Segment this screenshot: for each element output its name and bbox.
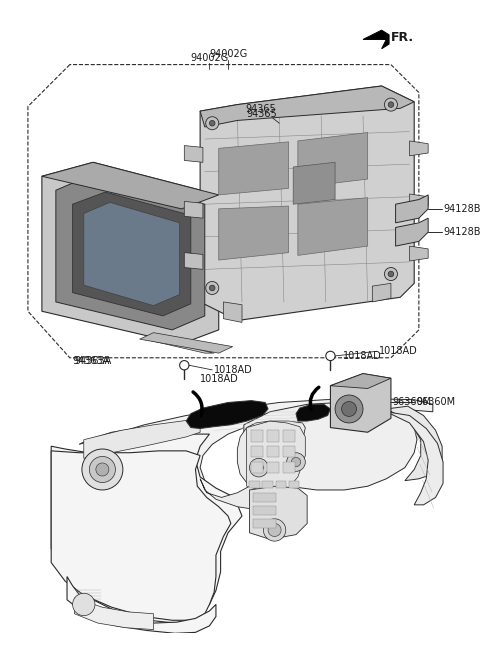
Text: 94363A: 94363A xyxy=(72,356,110,366)
Circle shape xyxy=(264,519,286,541)
Text: 94128B: 94128B xyxy=(443,227,480,237)
Polygon shape xyxy=(396,195,428,223)
Circle shape xyxy=(384,268,397,281)
Polygon shape xyxy=(84,202,180,306)
Polygon shape xyxy=(330,374,391,432)
Circle shape xyxy=(209,121,215,126)
Text: 94363A: 94363A xyxy=(74,356,112,366)
Circle shape xyxy=(209,285,215,291)
Circle shape xyxy=(96,463,109,476)
Circle shape xyxy=(82,449,123,490)
Polygon shape xyxy=(200,86,414,321)
Circle shape xyxy=(384,98,397,111)
Bar xyxy=(252,462,264,473)
Polygon shape xyxy=(51,451,231,621)
Polygon shape xyxy=(79,399,433,499)
Polygon shape xyxy=(51,434,242,623)
Polygon shape xyxy=(67,577,216,633)
Polygon shape xyxy=(219,206,288,260)
Circle shape xyxy=(268,523,281,537)
Polygon shape xyxy=(386,406,442,481)
Polygon shape xyxy=(298,197,368,255)
Circle shape xyxy=(342,401,357,417)
Bar xyxy=(252,446,264,457)
Polygon shape xyxy=(363,30,389,49)
Bar xyxy=(253,506,276,515)
Polygon shape xyxy=(200,421,305,508)
Text: 96360M: 96360M xyxy=(416,398,455,407)
Polygon shape xyxy=(296,404,330,421)
Bar xyxy=(253,493,276,502)
Circle shape xyxy=(291,457,300,466)
Bar xyxy=(267,462,279,473)
Bar xyxy=(252,430,264,441)
Text: 94128B: 94128B xyxy=(443,204,480,214)
Text: 96360M: 96360M xyxy=(393,398,432,407)
Circle shape xyxy=(388,271,394,277)
Polygon shape xyxy=(140,333,233,353)
Circle shape xyxy=(254,463,264,472)
Polygon shape xyxy=(293,162,335,204)
Circle shape xyxy=(326,351,335,361)
Polygon shape xyxy=(56,176,205,330)
Bar xyxy=(288,481,299,488)
Text: 1018AD: 1018AD xyxy=(379,346,418,356)
Bar xyxy=(267,430,279,441)
Circle shape xyxy=(89,457,115,483)
Polygon shape xyxy=(42,162,219,344)
Polygon shape xyxy=(200,86,414,127)
Bar xyxy=(283,430,295,441)
Text: FR.: FR. xyxy=(391,31,414,44)
Polygon shape xyxy=(219,142,288,195)
Polygon shape xyxy=(250,486,307,539)
Polygon shape xyxy=(330,374,391,388)
Polygon shape xyxy=(42,162,219,209)
Bar xyxy=(267,446,279,457)
Circle shape xyxy=(335,395,363,423)
Bar xyxy=(276,481,286,488)
Circle shape xyxy=(206,117,219,130)
Polygon shape xyxy=(247,421,305,493)
Text: 1018AD: 1018AD xyxy=(214,365,253,375)
Circle shape xyxy=(287,453,305,472)
Bar xyxy=(263,481,273,488)
Bar xyxy=(250,481,260,488)
Circle shape xyxy=(388,102,394,108)
Text: 94365: 94365 xyxy=(247,109,277,119)
Polygon shape xyxy=(223,302,242,322)
Polygon shape xyxy=(386,412,443,505)
Bar xyxy=(283,446,295,457)
Text: 94002G: 94002G xyxy=(190,53,228,63)
Polygon shape xyxy=(84,419,200,459)
Polygon shape xyxy=(409,194,428,209)
Polygon shape xyxy=(144,339,214,353)
Polygon shape xyxy=(74,598,154,630)
Circle shape xyxy=(250,459,268,477)
Circle shape xyxy=(180,361,189,370)
Text: 94002G: 94002G xyxy=(209,49,247,59)
Text: 1018AD: 1018AD xyxy=(343,351,381,361)
Polygon shape xyxy=(186,401,268,428)
Polygon shape xyxy=(409,246,428,261)
Bar xyxy=(283,462,295,473)
Bar xyxy=(253,519,276,528)
Polygon shape xyxy=(396,218,428,246)
Polygon shape xyxy=(184,146,203,162)
Circle shape xyxy=(72,593,95,615)
Polygon shape xyxy=(72,192,191,316)
Polygon shape xyxy=(409,141,428,156)
Text: 1018AD: 1018AD xyxy=(200,374,239,384)
Polygon shape xyxy=(184,253,203,270)
Polygon shape xyxy=(184,201,203,218)
Polygon shape xyxy=(372,283,391,302)
Polygon shape xyxy=(298,133,368,188)
Polygon shape xyxy=(244,403,417,490)
Circle shape xyxy=(206,281,219,295)
Text: 94365: 94365 xyxy=(245,104,276,114)
